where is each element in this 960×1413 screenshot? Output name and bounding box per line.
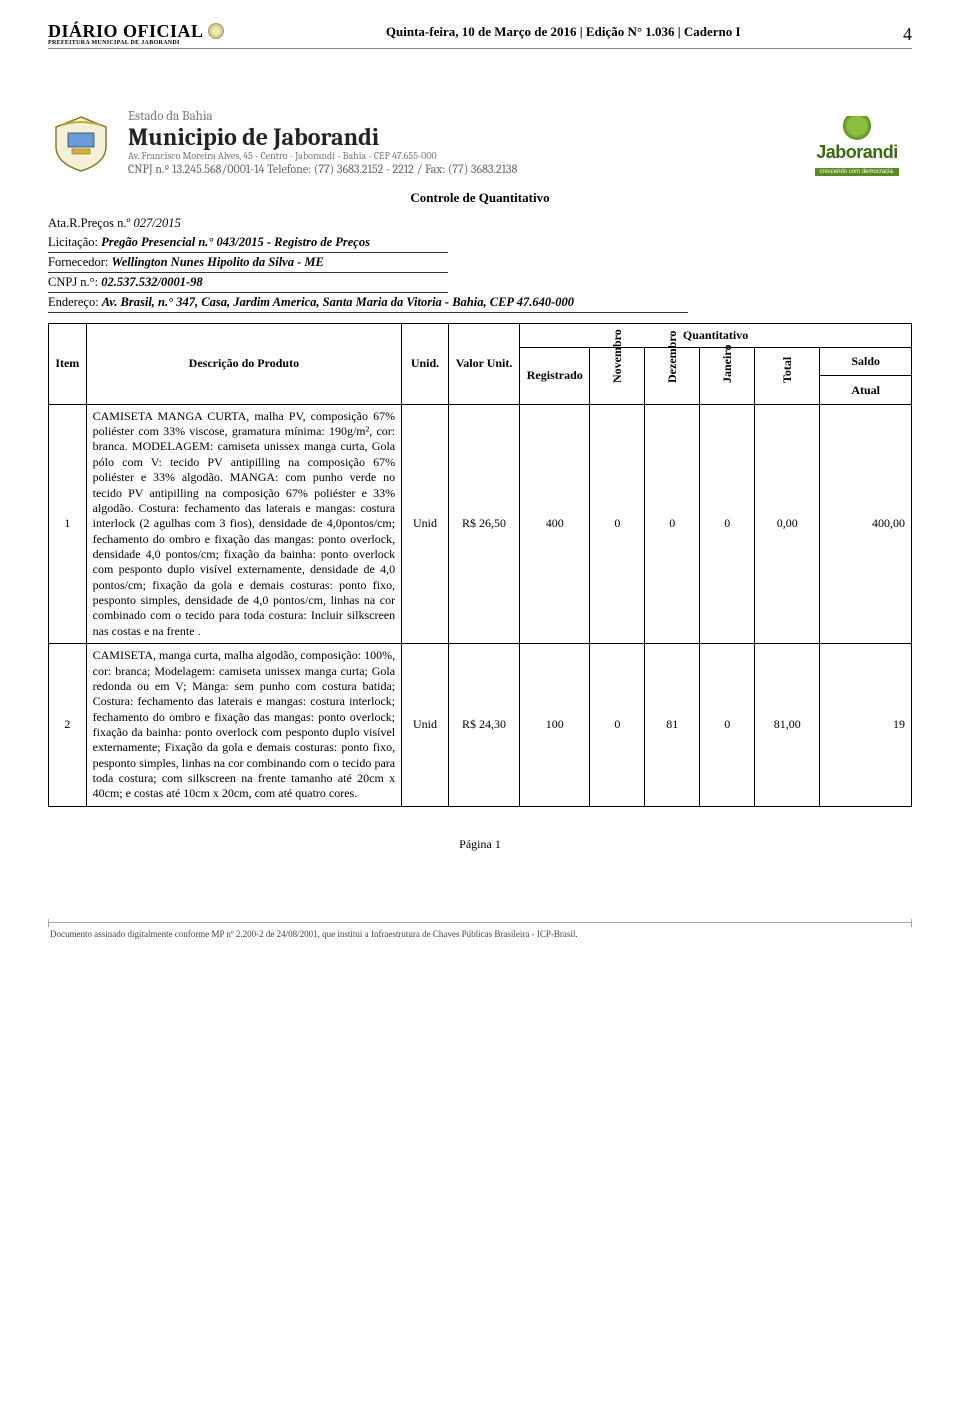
cell-item: 2 (49, 644, 87, 807)
cell-unid: Unid (402, 404, 449, 643)
cell-saldo: 19 (820, 644, 912, 807)
footer-tick-left (48, 919, 49, 927)
cell-janeiro: 0 (700, 404, 755, 643)
issue-line: Quinta-feira, 10 de Março de 2016 | Ediç… (244, 22, 883, 40)
cell-saldo: 400,00 (820, 404, 912, 643)
th-quantitativo: Quantitativo (520, 323, 912, 347)
meta-cnpj: CNPJ n.°: 02.537.532/0001-98 (48, 273, 448, 293)
table-head: Item Descrição do Produto Unid. Valor Un… (49, 323, 912, 404)
th-registrado: Registrado (520, 347, 590, 404)
cell-registrado: 400 (520, 404, 590, 643)
th-atual: Atual (820, 376, 912, 405)
cell-desc: CAMISETA, manga curta, malha algodão, co… (86, 644, 401, 807)
page: DIÁRIO OFICIAL PREFEITURA MUNICIPAL DE J… (0, 0, 960, 975)
municipality-line: Municipio de Jaborandi (128, 124, 788, 150)
th-janeiro: Janeiro (700, 347, 755, 404)
seal-icon (208, 23, 224, 39)
cell-janeiro: 0 (700, 644, 755, 807)
letterhead-text: Estado da Bahia Municipio de Jaborandi A… (128, 109, 788, 176)
meta-licitacao-value: Pregão Presencial n.° 043/2015 - Registr… (101, 235, 370, 249)
municipal-crest-icon (48, 113, 114, 173)
page-number: 4 (883, 22, 912, 45)
meta-endereco-label: Endereço: (48, 295, 99, 309)
meta-endereco-value: Av. Brasil, n.° 347, Casa, Jardim Americ… (102, 295, 574, 309)
cell-item: 1 (49, 404, 87, 643)
th-item: Item (49, 323, 87, 404)
th-total: Total (755, 347, 820, 404)
cell-total: 81,00 (755, 644, 820, 807)
cell-novembro: 0 (590, 644, 645, 807)
cell-valor: R$ 26,50 (448, 404, 519, 643)
brand-logo: Jaborandi crescendo com democracia. (802, 116, 912, 170)
meta-fornecedor-value: Wellington Nunes Hipolito da Silva - ME (112, 255, 324, 269)
cell-unid: Unid (402, 644, 449, 807)
masthead-title: DIÁRIO OFICIAL (48, 22, 204, 40)
cell-desc: CAMISETA MANGA CURTA, malha PV, composiç… (86, 404, 401, 643)
th-desc: Descrição do Produto (86, 323, 401, 404)
meta-cnpj-label: CNPJ n.°: (48, 275, 98, 289)
cell-dezembro: 81 (645, 644, 700, 807)
footer-tick-right (911, 919, 912, 927)
letterhead: Estado da Bahia Municipio de Jaborandi A… (48, 109, 912, 176)
masthead: DIÁRIO OFICIAL PREFEITURA MUNICIPAL DE J… (48, 22, 244, 46)
signature-text: Documento assinado digitalmente conforme… (50, 929, 578, 939)
contact-line: CNPJ n.º 13.245.568/0001-14 Telefone: (7… (128, 162, 788, 176)
tree-icon (843, 116, 871, 144)
meta-cnpj-value: 02.537.532/0001-98 (101, 275, 202, 289)
meta-ata-label: Ata.R.Preços n. (48, 216, 126, 230)
document-title: Controle de Quantitativo (48, 190, 912, 206)
address-line: Av. Francisco Moreira Alves, 45 - Centro… (128, 150, 788, 162)
cell-dezembro: 0 (645, 404, 700, 643)
th-novembro: Novembro (590, 347, 645, 404)
th-dezembro: Dezembro (645, 347, 700, 404)
cell-novembro: 0 (590, 404, 645, 643)
th-valor: Valor Unit. (448, 323, 519, 404)
meta-block: Ata.R.Preços n.º 027/2015 Licitação: Pre… (48, 214, 912, 312)
table-body: 1CAMISETA MANGA CURTA, malha PV, composi… (49, 404, 912, 806)
data-table: Item Descrição do Produto Unid. Valor Un… (48, 323, 912, 807)
meta-fornecedor: Fornecedor: Wellington Nunes Hipolito da… (48, 253, 448, 273)
table-row: 1CAMISETA MANGA CURTA, malha PV, composi… (49, 404, 912, 643)
th-saldo: Saldo (820, 347, 912, 376)
signature-footer: Documento assinado digitalmente conforme… (48, 922, 912, 945)
brand-word: Jaborandi (802, 144, 912, 160)
top-bar: DIÁRIO OFICIAL PREFEITURA MUNICIPAL DE J… (48, 22, 912, 49)
table-row: 2CAMISETA, manga curta, malha algodão, c… (49, 644, 912, 807)
th-unid: Unid. (402, 323, 449, 404)
meta-endereco: Endereço: Av. Brasil, n.° 347, Casa, Jar… (48, 293, 688, 313)
meta-ata-value: 027/2015 (133, 216, 180, 230)
meta-licitacao: Licitação: Pregão Presencial n.° 043/201… (48, 233, 448, 253)
meta-licitacao-label: Licitação: (48, 235, 98, 249)
cell-total: 0,00 (755, 404, 820, 643)
cell-registrado: 100 (520, 644, 590, 807)
meta-fornecedor-label: Fornecedor: (48, 255, 108, 269)
page-footer-label: Página 1 (48, 837, 912, 852)
meta-ata: Ata.R.Preços n.º 027/2015 (48, 214, 448, 233)
brand-tag: crescendo com democracia. (815, 168, 898, 176)
cell-valor: R$ 24,30 (448, 644, 519, 807)
state-line: Estado da Bahia (128, 109, 788, 124)
